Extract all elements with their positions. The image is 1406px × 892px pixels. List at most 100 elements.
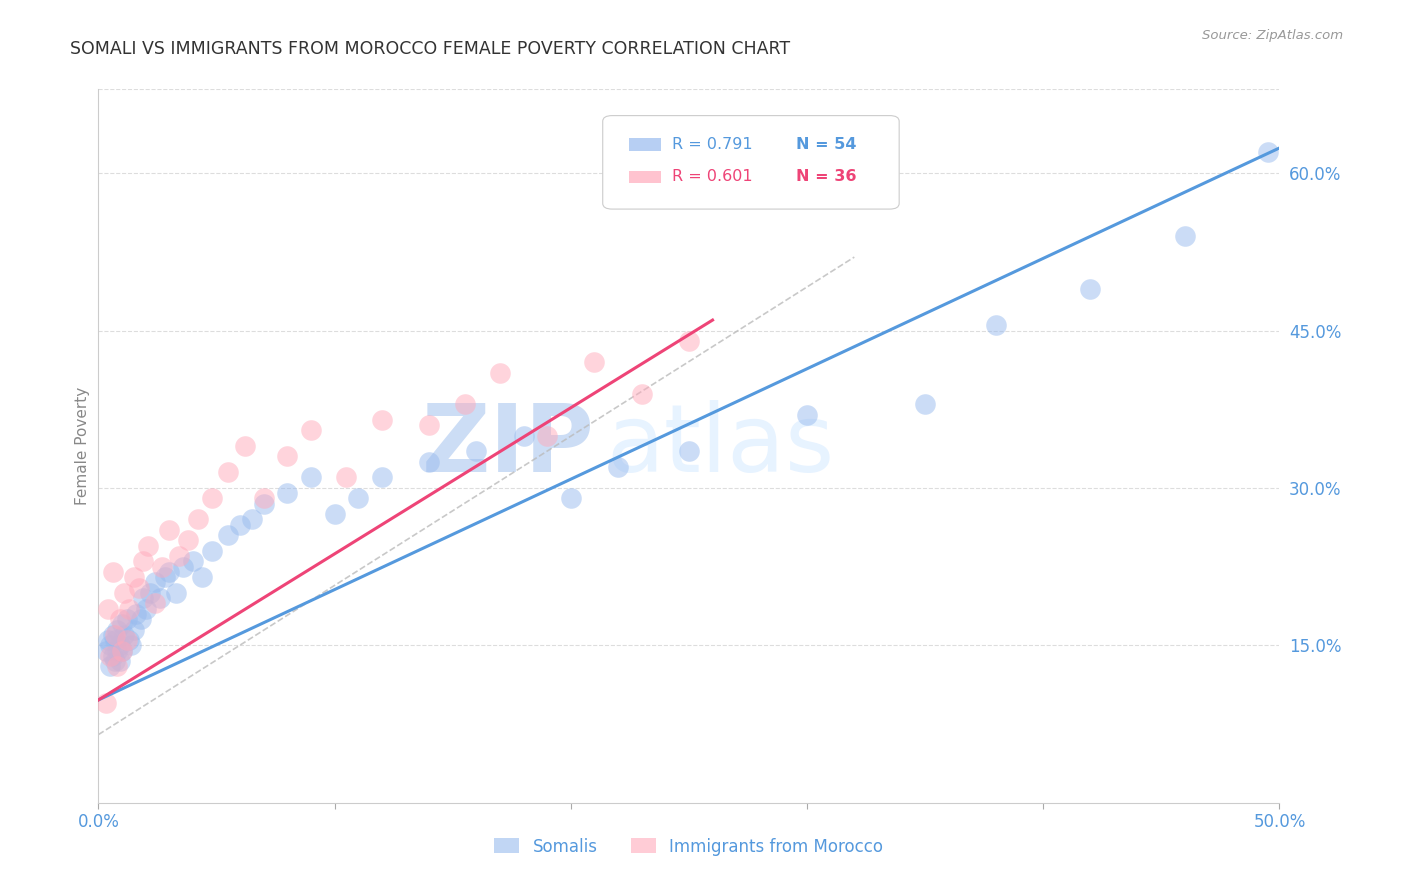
- Point: [240, 512, 263, 526]
- Point: [335, 470, 357, 484]
- Point: [191, 570, 214, 584]
- Point: [347, 491, 370, 506]
- Point: [299, 423, 322, 437]
- Point: [143, 596, 166, 610]
- Point: [371, 470, 394, 484]
- Point: [104, 628, 127, 642]
- Point: [1174, 229, 1197, 244]
- Point: [299, 470, 322, 484]
- Point: [177, 533, 200, 548]
- Point: [165, 586, 187, 600]
- Point: [157, 523, 180, 537]
- Point: [112, 586, 135, 600]
- Point: [453, 397, 475, 411]
- Point: [560, 491, 582, 506]
- Point: [115, 633, 138, 648]
- Text: SOMALI VS IMMIGRANTS FROM MOROCCO FEMALE POVERTY CORRELATION CHART: SOMALI VS IMMIGRANTS FROM MOROCCO FEMALE…: [70, 40, 790, 58]
- Point: [149, 591, 172, 606]
- Point: [512, 428, 534, 442]
- Point: [465, 444, 488, 458]
- Point: [105, 643, 128, 657]
- Point: [172, 559, 194, 574]
- Point: [153, 570, 176, 584]
- Point: [217, 465, 239, 479]
- Point: [276, 450, 298, 464]
- Point: [98, 659, 121, 673]
- Point: [181, 554, 204, 568]
- Point: [94, 643, 117, 657]
- Point: [276, 486, 298, 500]
- Legend: Somalis, Immigrants from Morocco: Somalis, Immigrants from Morocco: [488, 831, 890, 863]
- Text: N = 36: N = 36: [796, 169, 856, 185]
- Point: [111, 643, 134, 657]
- Point: [630, 386, 652, 401]
- Point: [128, 581, 150, 595]
- Point: [98, 648, 121, 663]
- Point: [217, 528, 239, 542]
- Point: [607, 460, 630, 475]
- Point: [157, 565, 180, 579]
- Point: [105, 623, 128, 637]
- Point: [111, 643, 134, 657]
- Point: [108, 612, 131, 626]
- Point: [796, 408, 818, 422]
- Point: [98, 639, 121, 653]
- FancyBboxPatch shape: [603, 116, 900, 209]
- Point: [984, 318, 1007, 333]
- Point: [678, 444, 700, 458]
- Point: [104, 654, 127, 668]
- Point: [201, 491, 224, 506]
- Point: [112, 628, 135, 642]
- Point: [125, 607, 148, 621]
- Point: [583, 355, 606, 369]
- Point: [115, 612, 138, 626]
- FancyBboxPatch shape: [628, 170, 661, 184]
- Point: [536, 428, 558, 442]
- Point: [418, 417, 440, 432]
- Point: [132, 554, 155, 568]
- Point: [118, 601, 141, 615]
- Point: [1080, 282, 1102, 296]
- Point: [97, 601, 120, 615]
- Point: [135, 601, 157, 615]
- Text: R = 0.601: R = 0.601: [672, 169, 754, 185]
- Point: [167, 549, 190, 564]
- Point: [129, 612, 152, 626]
- Point: [201, 544, 224, 558]
- Point: [118, 633, 141, 648]
- Point: [105, 659, 128, 673]
- Point: [253, 491, 276, 506]
- Point: [323, 507, 346, 521]
- Point: [489, 366, 512, 380]
- Y-axis label: Female Poverty: Female Poverty: [75, 387, 90, 505]
- Point: [678, 334, 700, 348]
- Point: [143, 575, 166, 590]
- Point: [253, 497, 276, 511]
- Point: [418, 455, 440, 469]
- Point: [914, 397, 936, 411]
- Point: [187, 512, 209, 526]
- Point: [111, 617, 134, 632]
- Point: [121, 639, 143, 653]
- Point: [108, 639, 131, 653]
- Point: [108, 654, 131, 668]
- Point: [122, 623, 145, 637]
- Text: atlas: atlas: [606, 400, 835, 492]
- Point: [233, 439, 256, 453]
- Point: [139, 586, 162, 600]
- Point: [150, 559, 173, 574]
- Point: [101, 565, 124, 579]
- Point: [97, 633, 120, 648]
- Point: [229, 517, 252, 532]
- Point: [1257, 145, 1279, 160]
- Point: [104, 633, 127, 648]
- Text: ZIP: ZIP: [422, 400, 595, 492]
- Text: R = 0.791: R = 0.791: [672, 136, 754, 152]
- Point: [94, 696, 117, 710]
- Point: [122, 570, 145, 584]
- Point: [101, 648, 124, 663]
- Point: [101, 628, 124, 642]
- Point: [136, 539, 159, 553]
- FancyBboxPatch shape: [628, 137, 661, 151]
- Text: N = 54: N = 54: [796, 136, 856, 152]
